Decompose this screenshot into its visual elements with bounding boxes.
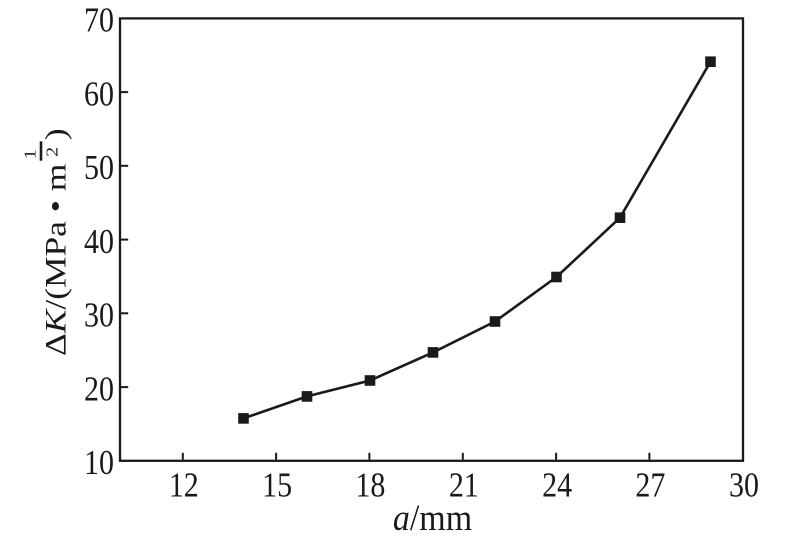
- svg-text:24: 24: [542, 466, 572, 505]
- svg-text:30: 30: [729, 466, 759, 505]
- svg-text:70: 70: [84, 1, 114, 40]
- svg-text:1: 1: [21, 149, 40, 159]
- svg-text:21: 21: [449, 466, 479, 505]
- svg-text:30: 30: [84, 296, 114, 335]
- svg-text:27: 27: [635, 466, 665, 505]
- svg-text:12: 12: [169, 466, 199, 505]
- svg-text:20: 20: [84, 370, 114, 409]
- svg-text:): ): [40, 128, 73, 140]
- svg-text:60: 60: [84, 75, 114, 114]
- svg-text:2: 2: [43, 147, 62, 157]
- svg-text:50: 50: [84, 149, 114, 188]
- svg-text:10: 10: [84, 444, 114, 483]
- svg-text:15: 15: [262, 466, 292, 505]
- svg-text:18: 18: [355, 466, 385, 505]
- svg-text:40: 40: [84, 223, 114, 262]
- svg-text:ΔK/(MPa • m: ΔK/(MPa • m: [40, 164, 73, 356]
- svg-text:a/mm: a/mm: [393, 497, 473, 537]
